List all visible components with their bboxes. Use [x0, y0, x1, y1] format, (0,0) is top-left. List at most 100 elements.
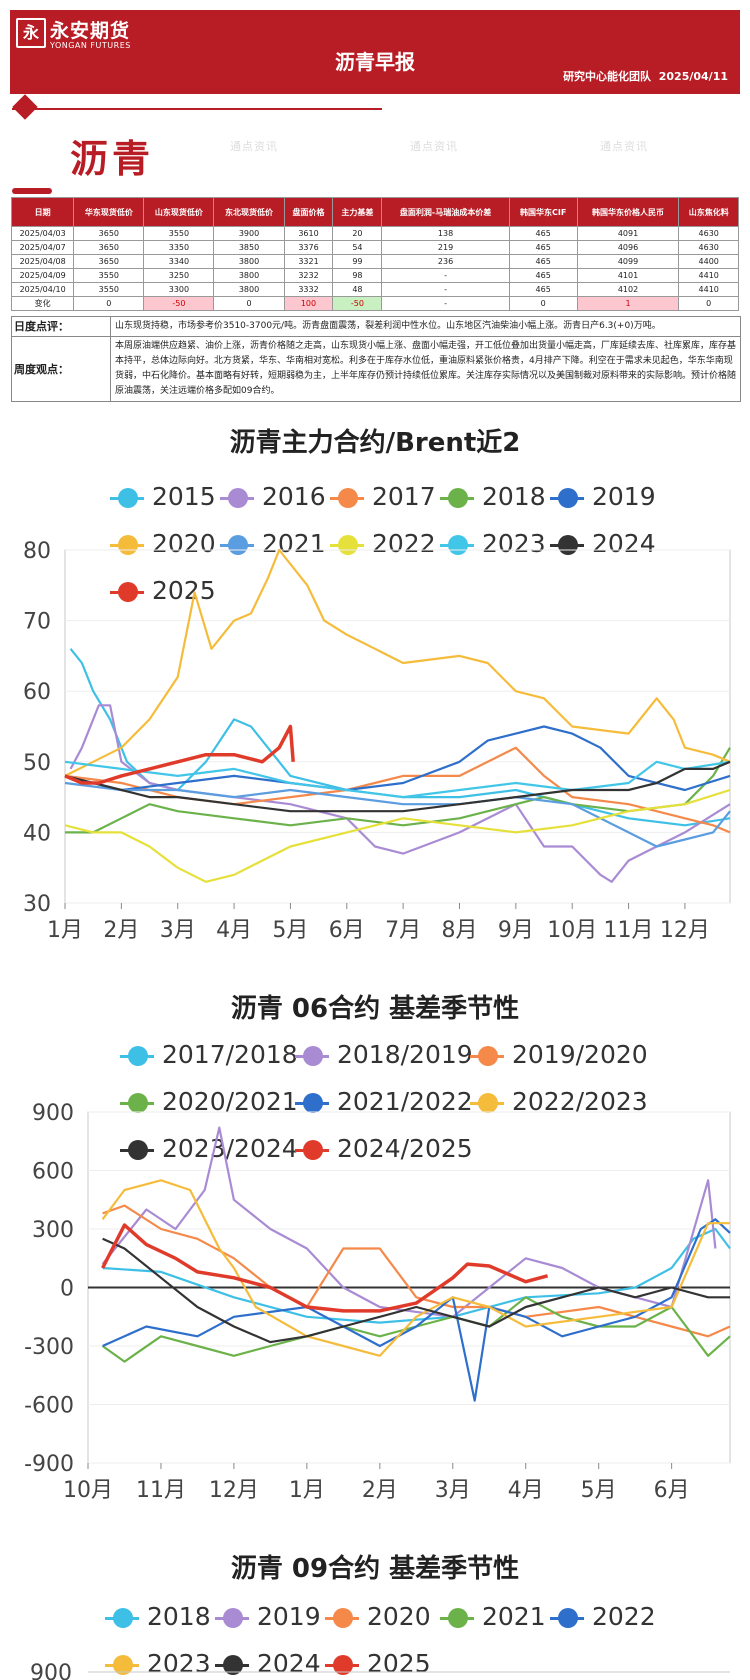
logo-glyph: 永: [16, 18, 46, 48]
weekly-view-label: 周度观点：: [12, 337, 111, 401]
legend-marker: [120, 1093, 154, 1113]
table-cell: 138: [381, 226, 510, 241]
table-cell: 0: [508, 296, 578, 311]
daily-review-label: 日度点评：: [12, 317, 111, 336]
legend-item: 2021: [440, 1602, 546, 1631]
report-date: 2025/04/11: [658, 70, 728, 83]
legend-label: 2024: [592, 529, 656, 558]
x-tick-label: 10月: [63, 1478, 113, 1500]
legend-item: 2018: [105, 1602, 211, 1631]
table-body: 2025/04/03 3650 3550 3900 3610 20 138 465 4091 46…: [10, 226, 739, 311]
legend-marker: [470, 1093, 504, 1113]
section-title: 沥青: [70, 137, 155, 181]
column-header: 盘面利润-马瑞油成本价差: [381, 197, 510, 227]
legend-item: 2020/2021: [120, 1087, 298, 1116]
team-name: 研究中心能化团队: [563, 70, 652, 83]
table-cell: 2025/04/03: [10, 226, 75, 241]
x-tick-label: 12月: [209, 1478, 259, 1500]
weekly-view-row: 周度观点： 本周原油端供应趋紧、油价上涨，沥青价格随之走高，山东现货小幅上涨、盘…: [12, 337, 740, 401]
table-row: 2025/04/07 3650 3350 3850 3376 54 219 465 4096 46…: [10, 240, 739, 255]
x-tick-label: 8月: [441, 918, 477, 943]
column-header: 韩国华东价格人民币: [576, 197, 680, 227]
series-line: [102, 1204, 731, 1338]
legend-item: 2020: [325, 1602, 431, 1631]
legend-label: 2021: [262, 529, 326, 558]
table-cell: 48: [332, 282, 383, 297]
y-tick-label: -900: [24, 1452, 74, 1477]
y-tick-label: 600: [32, 1160, 74, 1185]
legend-label: 2018: [482, 482, 546, 511]
series-line: [69, 648, 731, 827]
table-cell: 3550: [73, 282, 145, 297]
legend-label: 2022: [372, 529, 436, 558]
x-tick-label: 5月: [581, 1478, 617, 1500]
y-tick-label: 30: [23, 892, 51, 917]
table-cell: 3650: [73, 254, 145, 269]
table-cell: 3550: [143, 226, 215, 241]
table-cell: 0: [213, 296, 285, 311]
legend-label: 2024/2025: [337, 1134, 473, 1163]
legend-label: 2020/2021: [162, 1087, 298, 1116]
legend-marker: [120, 1140, 154, 1160]
legend-item: 2024: [550, 529, 656, 558]
table-cell: 4096: [576, 240, 680, 255]
chart3-title: 沥青 09合约 基差季节性: [230, 1554, 520, 1584]
x-tick-label: 11月: [604, 918, 654, 943]
column-header: 山东现货低价: [143, 197, 215, 227]
legend-marker: [550, 488, 584, 508]
diamond-marker: [12, 94, 38, 120]
report-header: 永 永安期货 YONGAN FUTURES 沥青早报 研究中心能化团队 2025…: [10, 10, 740, 94]
legend-label: 2019: [257, 1602, 321, 1631]
table-cell: 3800: [213, 282, 285, 297]
table-cell: 219: [381, 240, 510, 255]
x-tick-label: 11月: [136, 1478, 186, 1500]
y-tick-label: 70: [23, 610, 51, 635]
legend-marker: [295, 1140, 329, 1160]
logo-text-en: YONGAN FUTURES: [50, 41, 131, 50]
x-tick-label: 6月: [654, 1478, 690, 1500]
legend-item: 2018: [440, 482, 546, 511]
legend-item: 2024/2025: [295, 1134, 473, 1163]
legend-item: 2021/2022: [295, 1087, 473, 1116]
series-line: [64, 760, 731, 799]
column-header: 日期: [10, 197, 75, 227]
legend-label: 2015: [152, 482, 216, 511]
table-cell: 236: [381, 254, 510, 269]
legend-label: 2022/2023: [512, 1087, 648, 1116]
x-tick-label: 1月: [289, 1478, 325, 1500]
legend-marker: [330, 535, 364, 555]
x-tick-label: 2月: [362, 1478, 398, 1500]
legend-label: 2019: [592, 482, 656, 511]
column-header: 主力基差: [332, 197, 383, 227]
legend-item: 2023: [105, 1649, 211, 1678]
legend-item: 2023/2024: [120, 1134, 298, 1163]
y-tick-label: 50: [23, 751, 51, 776]
table-cell: 3800: [213, 268, 285, 283]
series-line: [64, 781, 731, 848]
y-tick-label: 300: [32, 1218, 74, 1243]
legend-item: 2016: [220, 482, 326, 511]
legend-item: 2022: [550, 1602, 656, 1631]
legend-item: 2021: [220, 529, 326, 558]
legend-marker: [440, 1608, 474, 1628]
table-cell: 3250: [143, 268, 215, 283]
table-cell: 2025/04/09: [10, 268, 75, 283]
plot-frame: [87, 1111, 731, 1464]
logo-text-cn: 永安期货: [50, 20, 131, 42]
legend-marker: [110, 582, 144, 602]
legend-marker: [220, 535, 254, 555]
column-header: 韩国华东CIF: [508, 197, 578, 227]
legend-marker: [325, 1608, 359, 1628]
legend-label: 2020: [152, 529, 216, 558]
chart1-title: 沥青主力合约/Brent近2: [229, 428, 521, 458]
yongan-logo: 永 永安期货 YONGAN FUTURES: [16, 16, 156, 56]
table-cell: 4630: [678, 240, 739, 255]
legend-label: 2017/2018: [162, 1040, 298, 1069]
table-cell: 3376: [283, 240, 334, 255]
legend-label: 2021/2022: [337, 1087, 473, 1116]
review-box: 日度点评： 山东现货持稳，市场参考价3510-3700元/吨。沥青盘面震荡，裂差…: [11, 316, 741, 402]
legend-item: 2025: [110, 576, 216, 605]
x-tick-label: 3月: [160, 918, 196, 943]
legend-item: 2019: [550, 482, 656, 511]
legend-item: 2015: [110, 482, 216, 511]
